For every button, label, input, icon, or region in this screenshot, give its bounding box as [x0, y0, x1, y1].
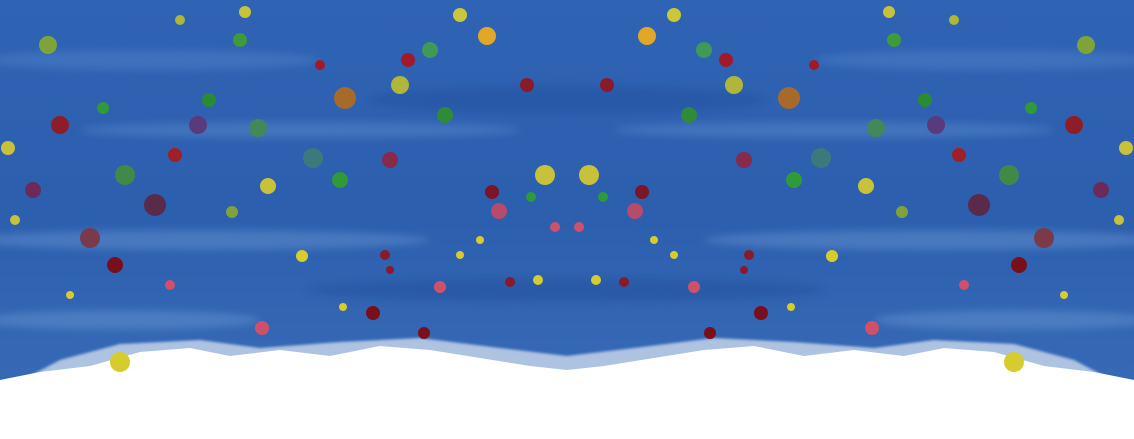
paint-splatters [1, 6, 560, 372]
brush-streaks [0, 50, 1134, 330]
white-brush-edge [0, 338, 1134, 392]
